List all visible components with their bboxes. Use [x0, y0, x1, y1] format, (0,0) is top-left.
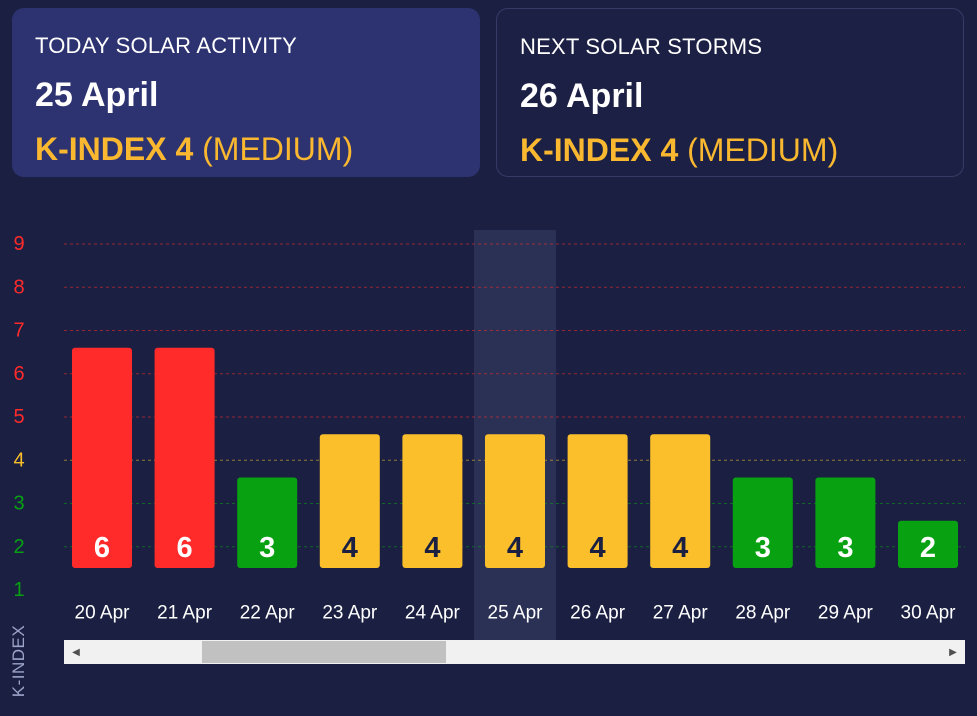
bar-value-label: 3	[755, 532, 771, 564]
scrollbar-thumb[interactable]	[202, 641, 446, 663]
today-kindex-line: K-INDEX 4 (MEDIUM)	[35, 131, 353, 168]
x-tick-label: 29 Apr	[818, 603, 874, 624]
bar	[732, 477, 793, 568]
x-tick-label: 28 Apr	[735, 603, 791, 624]
triangle-right-icon[interactable]: ▶	[949, 646, 957, 658]
next-date: 26 April	[520, 77, 644, 115]
y-tick-label: 6	[13, 363, 24, 385]
x-tick-label: 26 Apr	[570, 603, 626, 624]
bar-value-label: 6	[94, 532, 110, 564]
y-tick-label: 8	[13, 276, 24, 298]
next-heading: NEXT SOLAR STORMS	[520, 34, 763, 59]
bar-value-label: 4	[424, 532, 440, 564]
bar-value-label: 3	[259, 532, 275, 564]
bar	[402, 434, 463, 568]
bar-value-label: 4	[672, 532, 688, 564]
bar-value-label: 6	[177, 532, 193, 564]
bar	[154, 347, 215, 568]
today-kindex-value: K-INDEX 4	[35, 131, 194, 167]
next-kindex-level: (MEDIUM)	[687, 132, 839, 168]
next-storms-card: NEXT SOLAR STORMS 26 April K-INDEX 4 (ME…	[496, 8, 964, 177]
y-tick-label: 3	[13, 493, 24, 515]
y-tick-label: 7	[13, 320, 24, 342]
y-tick-label: 2	[13, 536, 24, 558]
x-tick-label: 22 Apr	[240, 603, 296, 624]
x-tick-label: 25 Apr	[488, 603, 544, 624]
bar-value-label: 4	[507, 532, 523, 564]
bar	[237, 477, 298, 568]
today-heading: TODAY SOLAR ACTIVITY	[35, 33, 297, 58]
next-kindex-value: K-INDEX 4	[520, 132, 679, 168]
bar	[567, 434, 628, 568]
y-tick-label: 4	[13, 449, 24, 471]
today-date: 25 April	[35, 76, 159, 114]
y-tick-label: 1	[13, 579, 24, 601]
y-axis-title: K-INDEX	[9, 624, 28, 698]
bar-value-label: 2	[920, 532, 936, 564]
x-tick-label: 27 Apr	[653, 603, 709, 624]
bar	[485, 434, 545, 568]
x-tick-label: 30 Apr	[901, 603, 957, 624]
x-tick-label: 23 Apr	[322, 603, 378, 624]
today-activity-card: TODAY SOLAR ACTIVITY 25 April K-INDEX 4 …	[12, 8, 480, 177]
bar-value-label: 4	[342, 532, 358, 564]
next-kindex-line: K-INDEX 4 (MEDIUM)	[520, 132, 838, 169]
y-tick-label: 9	[13, 233, 24, 255]
today-kindex-level: (MEDIUM)	[202, 131, 354, 167]
x-tick-label: 21 Apr	[157, 603, 213, 624]
x-tick-label: 20 Apr	[75, 603, 131, 624]
bar	[815, 477, 876, 568]
chart-horizontal-scrollbar[interactable]: ◀ ▶	[64, 640, 965, 664]
bar	[72, 347, 132, 568]
triangle-left-icon[interactable]: ◀	[72, 646, 80, 658]
bar	[319, 434, 380, 568]
y-tick-label: 5	[13, 406, 24, 428]
x-tick-label: 24 Apr	[405, 603, 461, 624]
bar-value-label: 4	[590, 532, 606, 564]
bar	[898, 520, 958, 568]
bar	[650, 434, 711, 568]
bar-value-label: 3	[837, 532, 853, 564]
